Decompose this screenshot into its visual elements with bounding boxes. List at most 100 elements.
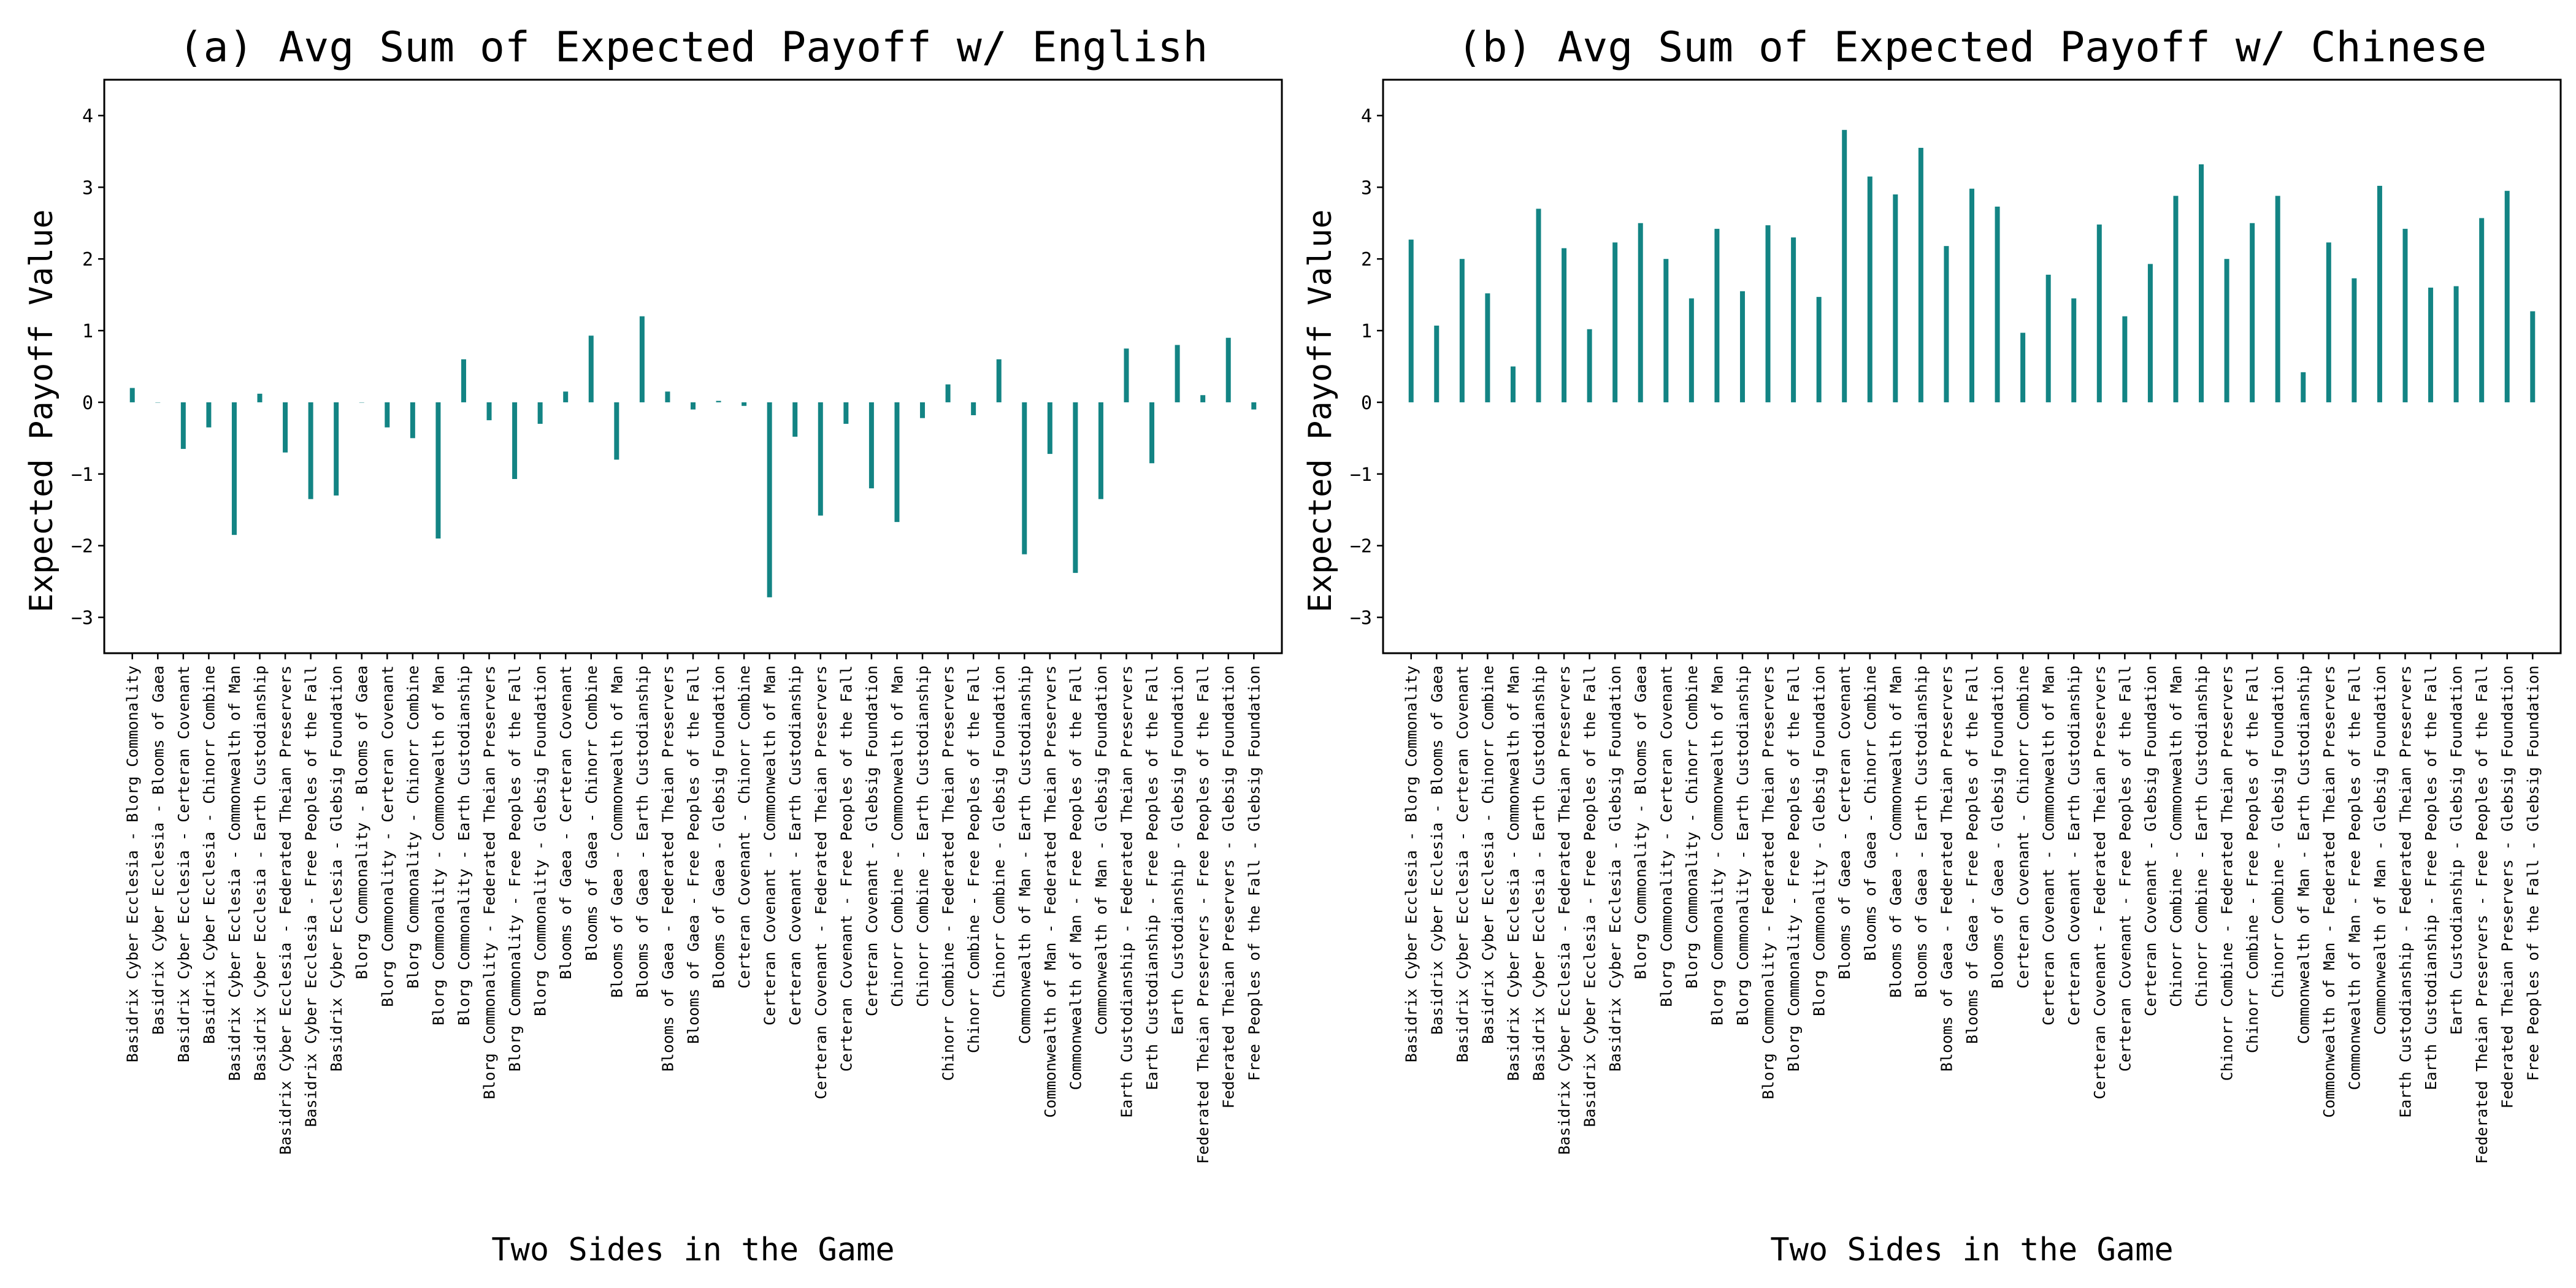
x-tick-label: Free Peoples of the Fall - Glebsig Found… xyxy=(2524,665,2542,1081)
x-tick-label: Blooms of Gaea - Glebsig Foundation xyxy=(710,665,728,989)
y-tick-label: 4 xyxy=(82,105,93,127)
bar xyxy=(945,384,951,402)
x-tick-label: Commonwealth of Man - Earth Custodianshi… xyxy=(2294,665,2312,1044)
bar xyxy=(2402,229,2408,402)
plot-area: −3 −2 −1 0 1 2 3 4 Basidrix Cyber Ecclesia - Blo… xyxy=(1350,105,2542,1163)
x-axis-label: Two Sides in the Game xyxy=(1770,1232,2173,1268)
bar xyxy=(2504,191,2510,402)
bar xyxy=(818,402,823,516)
x-tick-label: Basidrix Cyber Ecclesia - Blorg Commonal… xyxy=(1403,665,1420,1062)
bar xyxy=(129,388,135,402)
axes-frame xyxy=(1382,79,2562,654)
bar xyxy=(1098,402,1103,499)
bar xyxy=(1791,237,1796,402)
axes-frame xyxy=(103,79,1283,654)
x-tick-label: Basidrix Cyber Ecclesia - Federated Thei… xyxy=(277,665,294,1155)
x-tick-label: Blooms of Gaea - Commonwealth of Man xyxy=(608,665,626,998)
bar xyxy=(868,402,874,489)
x-tick-label: Earth Custodianship - Federated Theian P… xyxy=(1117,665,1135,1118)
x-tick-label: Blooms of Gaea - Glebsig Foundation xyxy=(1989,665,2007,989)
bar xyxy=(2250,223,2255,402)
x-tick-label: Commonwealth of Man - Federated Theian P… xyxy=(1041,665,1059,1118)
x-tick-label: Certeran Covenant - Free Peoples of the … xyxy=(837,665,855,1071)
x-tick-label: Certeran Covenant - Federated Theian Pre… xyxy=(2091,665,2109,1099)
bar xyxy=(2453,286,2459,402)
x-tick-label: Basidrix Cyber Ecclesia - Earth Custodia… xyxy=(1530,665,1548,1081)
bar xyxy=(742,402,747,406)
bar xyxy=(1200,395,1206,402)
x-tick-label: Basidrix Cyber Ecclesia - Certeran Coven… xyxy=(175,665,193,1062)
x-tick-label: Blooms of Gaea - Certeran Covenant xyxy=(557,665,575,979)
x-tick-label: Earth Custodianship - Glebsig Foundation xyxy=(1169,665,1187,1035)
bar xyxy=(410,402,415,439)
bar xyxy=(1816,297,1822,402)
bar xyxy=(1562,248,1567,402)
bar xyxy=(2122,316,2128,402)
x-tick-label: Commonwealth of Man - Earth Custodianshi… xyxy=(1016,665,1033,1044)
bar xyxy=(894,402,900,523)
y-tick-label: −2 xyxy=(71,536,93,558)
bar xyxy=(2352,278,2357,402)
x-tick-label: Certeran Covenant - Commonwealth of Man xyxy=(761,665,779,1025)
x-tick-label: Certeran Covenant - Free Peoples of the … xyxy=(2116,665,2134,1071)
bar xyxy=(665,391,670,402)
x-tick-label: Blorg Commonality - Earth Custodianship xyxy=(455,665,473,1025)
x-tick-label: Certeran Covenant - Glebsig Foundation xyxy=(2142,665,2160,1016)
bar xyxy=(2530,311,2536,402)
chart-title: (b) Avg Sum of Expected Payoff w/ Chines… xyxy=(1457,23,2487,72)
x-tick-label: Certeran Covenant - Chinorr Combine xyxy=(735,665,753,989)
bar xyxy=(231,402,237,535)
bar xyxy=(512,402,518,479)
bar xyxy=(1765,225,1771,402)
x-tick-label: Basidrix Cyber Ecclesia - Free Peoples o… xyxy=(1581,665,1599,1127)
x-tick-label: Blooms of Gaea - Commonwealth of Man xyxy=(1887,665,1904,998)
y-tick-label: −1 xyxy=(1350,464,1372,486)
bar xyxy=(920,402,926,418)
bar xyxy=(1689,298,1694,402)
x-tick-label: Basidrix Cyber Ecclesia - Blooms of Gaea xyxy=(149,665,167,1035)
x-tick-label: Basidrix Cyber Ecclesia - Free Peoples o… xyxy=(302,665,320,1127)
bar xyxy=(206,402,212,427)
x-tick-label: Blooms of Gaea - Federated Theian Preser… xyxy=(659,665,677,1071)
bar xyxy=(359,402,364,403)
y-tick-label: −2 xyxy=(1350,536,1372,558)
x-tick-label: Basidrix Cyber Ecclesia - Commonwealth o… xyxy=(226,665,243,1081)
x-tick-label: Earth Custodianship - Glebsig Foundation xyxy=(2448,665,2466,1035)
bar xyxy=(639,316,645,402)
bar xyxy=(180,402,186,449)
bar xyxy=(2326,242,2331,402)
x-tick-label: Chinorr Combine - Earth Custodianship xyxy=(2193,665,2210,1007)
x-tick-label: Blooms of Gaea - Earth Custodianship xyxy=(634,665,651,998)
bar xyxy=(2045,274,2051,402)
x-tick-label: Blorg Commonality - Federated Theian Pre… xyxy=(1760,665,1777,1099)
chart-panel-chinese: (b) Avg Sum of Expected Payoff w/ Chines… xyxy=(1302,23,2562,1268)
x-tick-label: Certeran Covenant - Federated Theian Pre… xyxy=(812,665,830,1099)
bar xyxy=(461,359,466,402)
x-tick-label: Basidrix Cyber Ecclesia - Glebsig Founda… xyxy=(328,665,345,1071)
y-tick-label: 2 xyxy=(1361,249,1372,270)
bar xyxy=(1969,188,1974,402)
bar xyxy=(1149,402,1155,464)
bar xyxy=(257,393,263,402)
bar xyxy=(1073,402,1078,573)
bar xyxy=(843,402,849,424)
x-tick-label: Blooms of Gaea - Chinorr Combine xyxy=(1861,665,1879,961)
x-tick-label: Blorg Commonality - Federated Theian Pre… xyxy=(481,665,499,1099)
y-tick-label: 3 xyxy=(1361,177,1372,199)
x-tick-label: Chinorr Combine - Commonwealth of Man xyxy=(888,665,906,1007)
bar xyxy=(1587,329,1592,402)
bar xyxy=(2071,298,2077,402)
x-tick-label: Blooms of Gaea - Free Peoples of the Fal… xyxy=(684,665,702,1044)
bar xyxy=(2224,259,2229,402)
bar xyxy=(2377,185,2382,402)
x-tick-label: Commonwealth of Man - Glebsig Foundation xyxy=(1092,665,1110,1035)
x-tick-label: Basidrix Cyber Ecclesia - Glebsig Founda… xyxy=(1606,665,1624,1071)
y-tick-label: 3 xyxy=(82,177,93,199)
bar xyxy=(2199,164,2204,402)
chart-panel-english: (a) Avg Sum of Expected Payoff w/ Englis… xyxy=(23,23,1283,1268)
x-tick-label: Blorg Commonality - Glebsig Foundation xyxy=(1811,665,1828,1016)
bar xyxy=(996,359,1002,402)
bar xyxy=(2173,196,2179,402)
bar xyxy=(1714,229,1720,402)
